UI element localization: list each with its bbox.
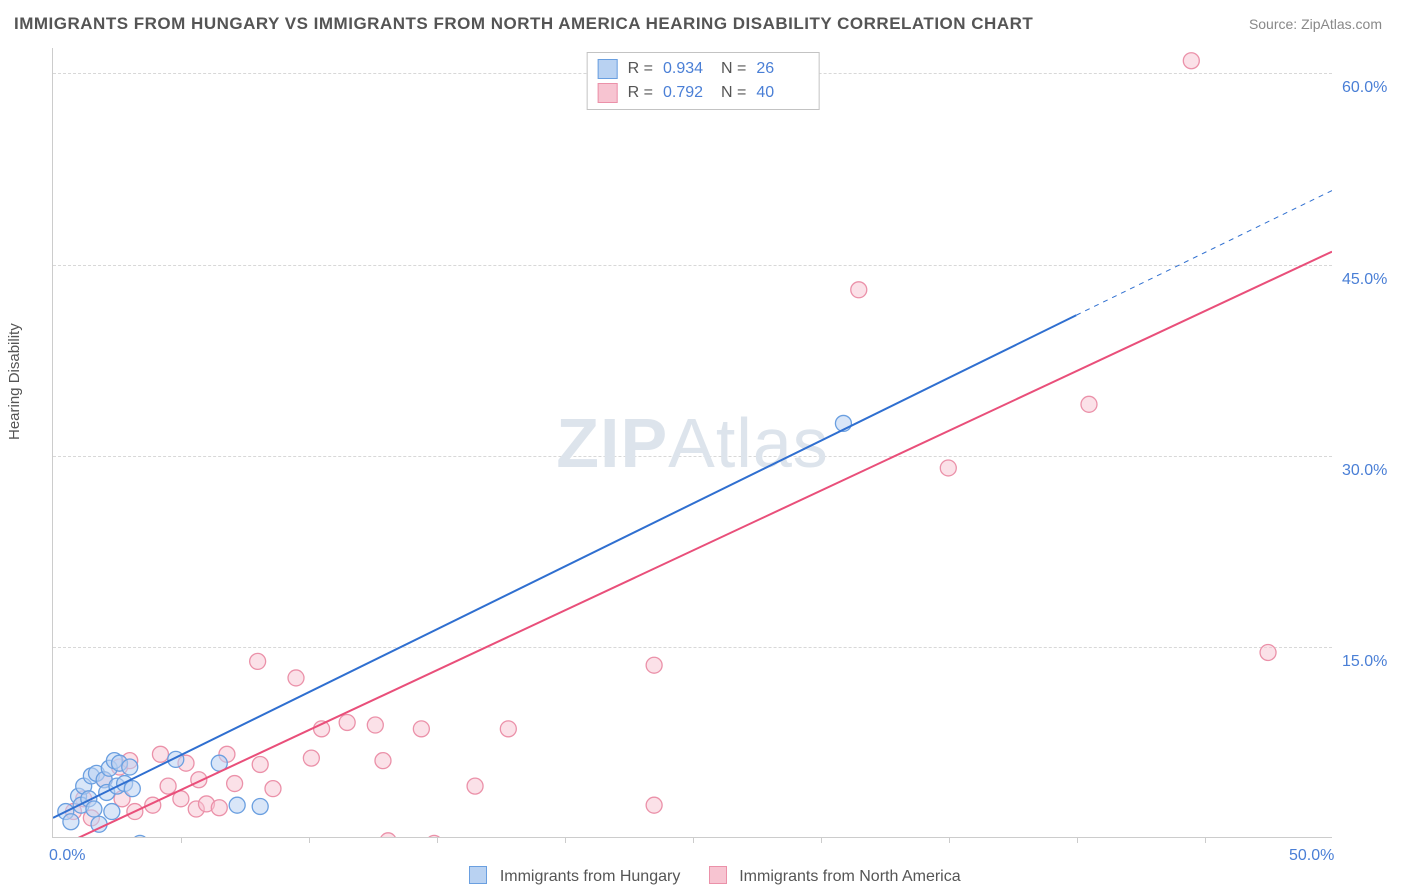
r-value-hungary: 0.934 [663,57,711,81]
x-tick-mark [437,837,438,843]
legend-label-hungary: Immigrants from Hungary [500,868,681,885]
swatch-hungary [469,866,487,884]
chart-plot-area: ZIPAtlas 15.0%30.0%45.0%60.0%0.0%50.0% [52,48,1332,838]
y-axis-label: Hearing Disability [6,323,23,440]
x-tick-mark [181,837,182,843]
n-label: N = [721,57,746,81]
x-tick-label: 50.0% [1289,847,1334,865]
x-tick-mark [309,837,310,843]
y-tick-label: 45.0% [1342,271,1402,289]
x-tick-mark [693,837,694,843]
stats-row-north-america: R = 0.792 N = 40 [598,81,805,105]
x-tick-mark [949,837,950,843]
series-legend: Immigrants from Hungary Immigrants from … [0,866,1406,886]
x-tick-mark [565,837,566,843]
r-value-north-america: 0.792 [663,81,711,105]
y-tick-label: 60.0% [1342,79,1402,97]
n-value-hungary: 26 [756,57,804,81]
n-value-north-america: 40 [756,81,804,105]
stats-row-hungary: R = 0.934 N = 26 [598,57,805,81]
source-label: Source: ZipAtlas.com [1249,16,1382,32]
swatch-hungary [598,59,618,79]
r-label: R = [628,57,653,81]
swatch-north-america [709,866,727,884]
swatch-north-america [598,83,618,103]
x-tick-mark [1205,837,1206,843]
plot-svg [53,48,1332,837]
y-tick-label: 15.0% [1342,653,1402,671]
stats-legend: R = 0.934 N = 26 R = 0.792 N = 40 [587,52,820,110]
n-label: N = [721,81,746,105]
chart-title: IMMIGRANTS FROM HUNGARY VS IMMIGRANTS FR… [14,14,1033,34]
r-label: R = [628,81,653,105]
x-tick-mark [821,837,822,843]
y-tick-label: 30.0% [1342,462,1402,480]
legend-label-north-america: Immigrants from North America [739,868,960,885]
x-tick-label: 0.0% [49,847,85,865]
x-tick-mark [1077,837,1078,843]
